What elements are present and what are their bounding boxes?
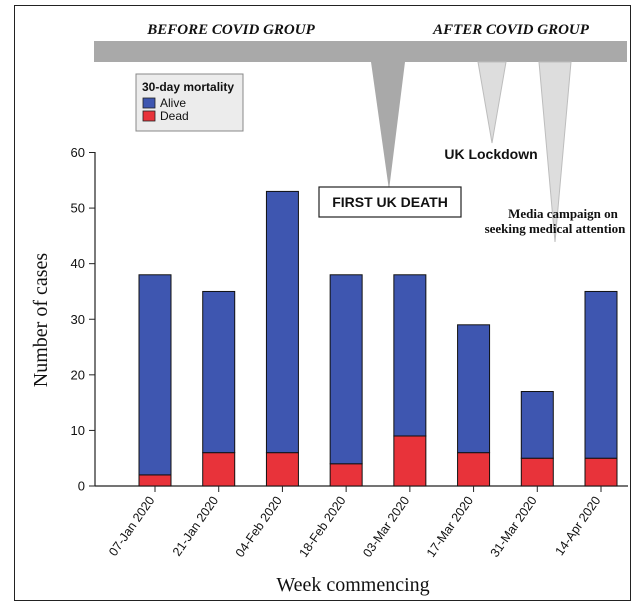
bar-dead-7 xyxy=(584,457,618,487)
legend-swatch-dead xyxy=(142,110,156,122)
legend-title: 30-day mortality xyxy=(142,80,234,94)
legend-label-alive: Alive xyxy=(160,96,186,110)
y-tick-label: 50 xyxy=(71,201,85,216)
x-tick-label: 18-Feb 2020 xyxy=(296,494,348,560)
first-death-pointer xyxy=(371,62,405,190)
y-tick-label: 10 xyxy=(71,423,85,438)
bar-dead-5 xyxy=(457,452,491,487)
bar-alive-6 xyxy=(520,391,554,459)
legend: 30-day mortality Alive Dead xyxy=(135,73,244,132)
media-label-line1: Media campaign on xyxy=(508,206,619,221)
y-tick-label: 0 xyxy=(78,479,85,494)
x-axis-title: Week commencing xyxy=(276,574,429,596)
bar-alive-1 xyxy=(202,290,236,454)
y-axis-title: Number of cases xyxy=(30,253,52,388)
x-ticks: 07-Jan 2020 21-Jan 2020 04-Feb 2020 18-Feb … xyxy=(106,486,603,560)
y-tick-label: 30 xyxy=(71,312,85,327)
bar-alive-0 xyxy=(138,274,172,476)
y-tick-label: 40 xyxy=(71,256,85,271)
first-death-box xyxy=(318,186,462,218)
bar-alive-7 xyxy=(584,290,618,459)
bar-dead-3 xyxy=(329,463,363,487)
x-tick-label: 04-Feb 2020 xyxy=(233,494,285,560)
bar-alive-3 xyxy=(329,274,363,465)
media-pointer xyxy=(538,61,572,243)
legend-swatch-alive xyxy=(142,97,156,109)
after-group-label: AFTER COVID GROUP xyxy=(432,22,590,38)
first-death-label: FIRST UK DEATH xyxy=(332,194,448,210)
bar-alive-2 xyxy=(265,190,299,454)
lockdown-pointer xyxy=(477,61,507,144)
legend-label-dead: Dead xyxy=(160,109,189,123)
bar-dead-0 xyxy=(138,474,172,487)
x-tick-label: 17-Mar 2020 xyxy=(424,494,476,560)
media-label-line2: seeking medical attention xyxy=(485,221,627,236)
x-tick-label: 21-Jan 2020 xyxy=(170,494,221,559)
before-group-label: BEFORE COVID GROUP xyxy=(146,22,315,38)
y-tick-label: 60 xyxy=(71,145,85,160)
y-tick-label: 20 xyxy=(71,367,85,382)
y-ticks: 0 10 20 30 40 50 60 xyxy=(71,145,95,494)
figure-frame xyxy=(14,5,631,601)
bar-dead-4 xyxy=(393,435,427,487)
bar-dead-1 xyxy=(202,452,236,487)
x-tick-label: 31-Mar 2020 xyxy=(488,494,540,560)
x-tick-label: 14-Apr 2020 xyxy=(553,494,604,558)
x-tick-label: 03-Mar 2020 xyxy=(360,494,412,560)
timeline-bar xyxy=(94,41,627,62)
x-tick-label: 07-Jan 2020 xyxy=(106,494,157,559)
bars xyxy=(138,190,618,487)
bar-dead-6 xyxy=(520,457,554,487)
bar-dead-2 xyxy=(265,452,299,487)
bar-alive-4 xyxy=(393,274,427,437)
bar-alive-5 xyxy=(457,324,491,454)
lockdown-label: UK Lockdown xyxy=(444,146,537,162)
